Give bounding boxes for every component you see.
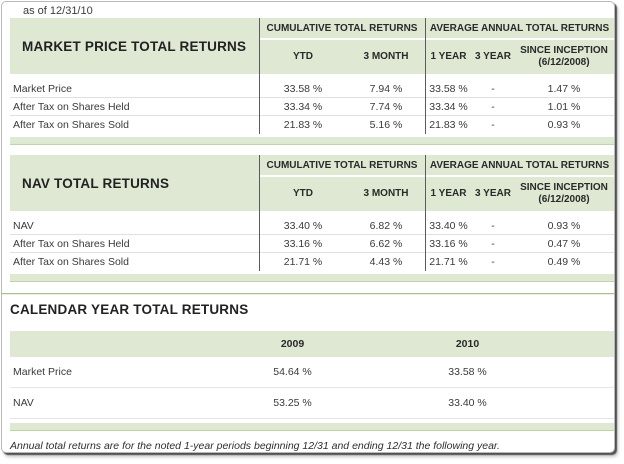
cell-ytd: 33.58 % [259, 80, 347, 98]
col-header-ytd: YTD [259, 40, 347, 74]
cell-1year: 33.34 % [425, 98, 472, 116]
col-header-3year: 3 YEAR [472, 40, 514, 74]
band-gap [10, 134, 614, 137]
cell-1year: 21.83 % [429, 119, 468, 131]
cell-since-inception: 0.47 % [514, 235, 614, 253]
cell-since-inception: 0.93 % [514, 217, 614, 235]
col-header-3month: 3 MONTH [347, 177, 425, 211]
table-title: MARKET PRICE TOTAL RETURNS [10, 18, 259, 74]
divider-label-columns [259, 155, 260, 271]
col-header-3month: 3 MONTH [347, 40, 425, 74]
header-body-gap [10, 211, 614, 217]
cell-3year: - [472, 235, 514, 253]
group-header-average: AVERAGE ANNUAL TOTAL RETURNS [425, 155, 614, 177]
cell-ytd: 33.34 % [259, 98, 347, 116]
row-label: Market Price [10, 357, 200, 388]
col-header-1year: 1 YEAR [425, 40, 472, 74]
row-label: After Tax on Shares Held [10, 235, 259, 253]
row-label: Market Price [10, 80, 259, 98]
calendar-year-returns-table: 2009 2010 Market Price 54.64 % 33.58 % N… [10, 331, 614, 431]
row-label: After Tax on Shares Sold [13, 119, 129, 131]
divider-group-columns [425, 18, 426, 134]
cell-ytd: 33.40 % [259, 217, 347, 235]
col-header-since-inception: SINCE INCEPTION (6/12/2008) [514, 40, 614, 74]
cell-3month: 4.43 % [369, 256, 403, 268]
cell-3year: - [491, 256, 495, 268]
cell-3month: 7.94 % [347, 80, 425, 98]
col-header-3year: 3 YEAR [472, 177, 514, 211]
col-header-2010: 2010 [385, 331, 550, 357]
table-bottom-band [10, 274, 614, 282]
calendar-section-title: CALENDAR YEAR TOTAL RETURNS [10, 302, 249, 317]
cell-2009: 54.64 % [200, 357, 385, 388]
cell-2010: 33.40 % [385, 388, 550, 419]
table-title: NAV TOTAL RETURNS [10, 155, 259, 211]
cell-ytd: 21.71 % [283, 256, 323, 268]
cell-3month: 6.82 % [347, 217, 425, 235]
group-header-average: AVERAGE ANNUAL TOTAL RETURNS [425, 18, 614, 40]
cell-ytd: 21.83 % [283, 119, 323, 131]
row-label: NAV [10, 217, 259, 235]
group-header-cumulative: CUMULATIVE TOTAL RETURNS [259, 18, 425, 40]
header-body-gap [10, 74, 614, 80]
cell-2010: 33.58 % [385, 357, 550, 388]
cell-3month: 6.62 % [347, 235, 425, 253]
cell-3year: - [472, 217, 514, 235]
group-header-cumulative: CUMULATIVE TOTAL RETURNS [259, 155, 425, 177]
cell-3month: 5.16 % [369, 119, 403, 131]
document-page: as of 12/31/10 MARKET PRICE TOTAL RETURN… [1, 1, 615, 453]
band-gap [10, 271, 614, 274]
col-header-ytd: YTD [259, 177, 347, 211]
cell-3year: - [472, 80, 514, 98]
nav-returns-table: NAV TOTAL RETURNS CUMULATIVE TOTAL RETUR… [10, 155, 614, 282]
col-header-2009: 2009 [200, 331, 385, 357]
footnote-text: Annual total returns are for the noted 1… [10, 440, 500, 452]
cell-3month: 7.74 % [347, 98, 425, 116]
calendar-header-spacer [10, 331, 200, 357]
cell-since-inception: 0.49 % [547, 256, 581, 268]
cell-since-inception: 0.93 % [547, 119, 581, 131]
cell-1year: 21.71 % [429, 256, 468, 268]
row-filler [550, 388, 614, 419]
cell-since-inception: 1.47 % [514, 80, 614, 98]
as-of-date: as of 12/31/10 [23, 5, 93, 17]
section-divider [2, 293, 614, 295]
table-bottom-band [10, 137, 614, 145]
divider-label-columns [259, 18, 260, 134]
band-gap [10, 419, 614, 423]
cell-3year: - [491, 119, 495, 131]
cell-1year: 33.40 % [425, 217, 472, 235]
col-header-since-inception: SINCE INCEPTION (6/12/2008) [514, 177, 614, 211]
cell-since-inception: 1.01 % [514, 98, 614, 116]
row-label: NAV [10, 388, 200, 419]
divider-group-columns [425, 155, 426, 271]
cell-2009: 53.25 % [200, 388, 385, 419]
row-label: After Tax on Shares Held [10, 98, 259, 116]
cell-1year: 33.58 % [425, 80, 472, 98]
cell-3year: - [472, 98, 514, 116]
row-label: After Tax on Shares Sold [13, 256, 129, 268]
calendar-header-filler [550, 331, 614, 357]
col-header-1year: 1 YEAR [425, 177, 472, 211]
row-filler [550, 357, 614, 388]
table-bottom-band [10, 423, 614, 431]
market-price-returns-table: MARKET PRICE TOTAL RETURNS CUMULATIVE TO… [10, 18, 614, 145]
cell-ytd: 33.16 % [259, 235, 347, 253]
cell-1year: 33.16 % [425, 235, 472, 253]
